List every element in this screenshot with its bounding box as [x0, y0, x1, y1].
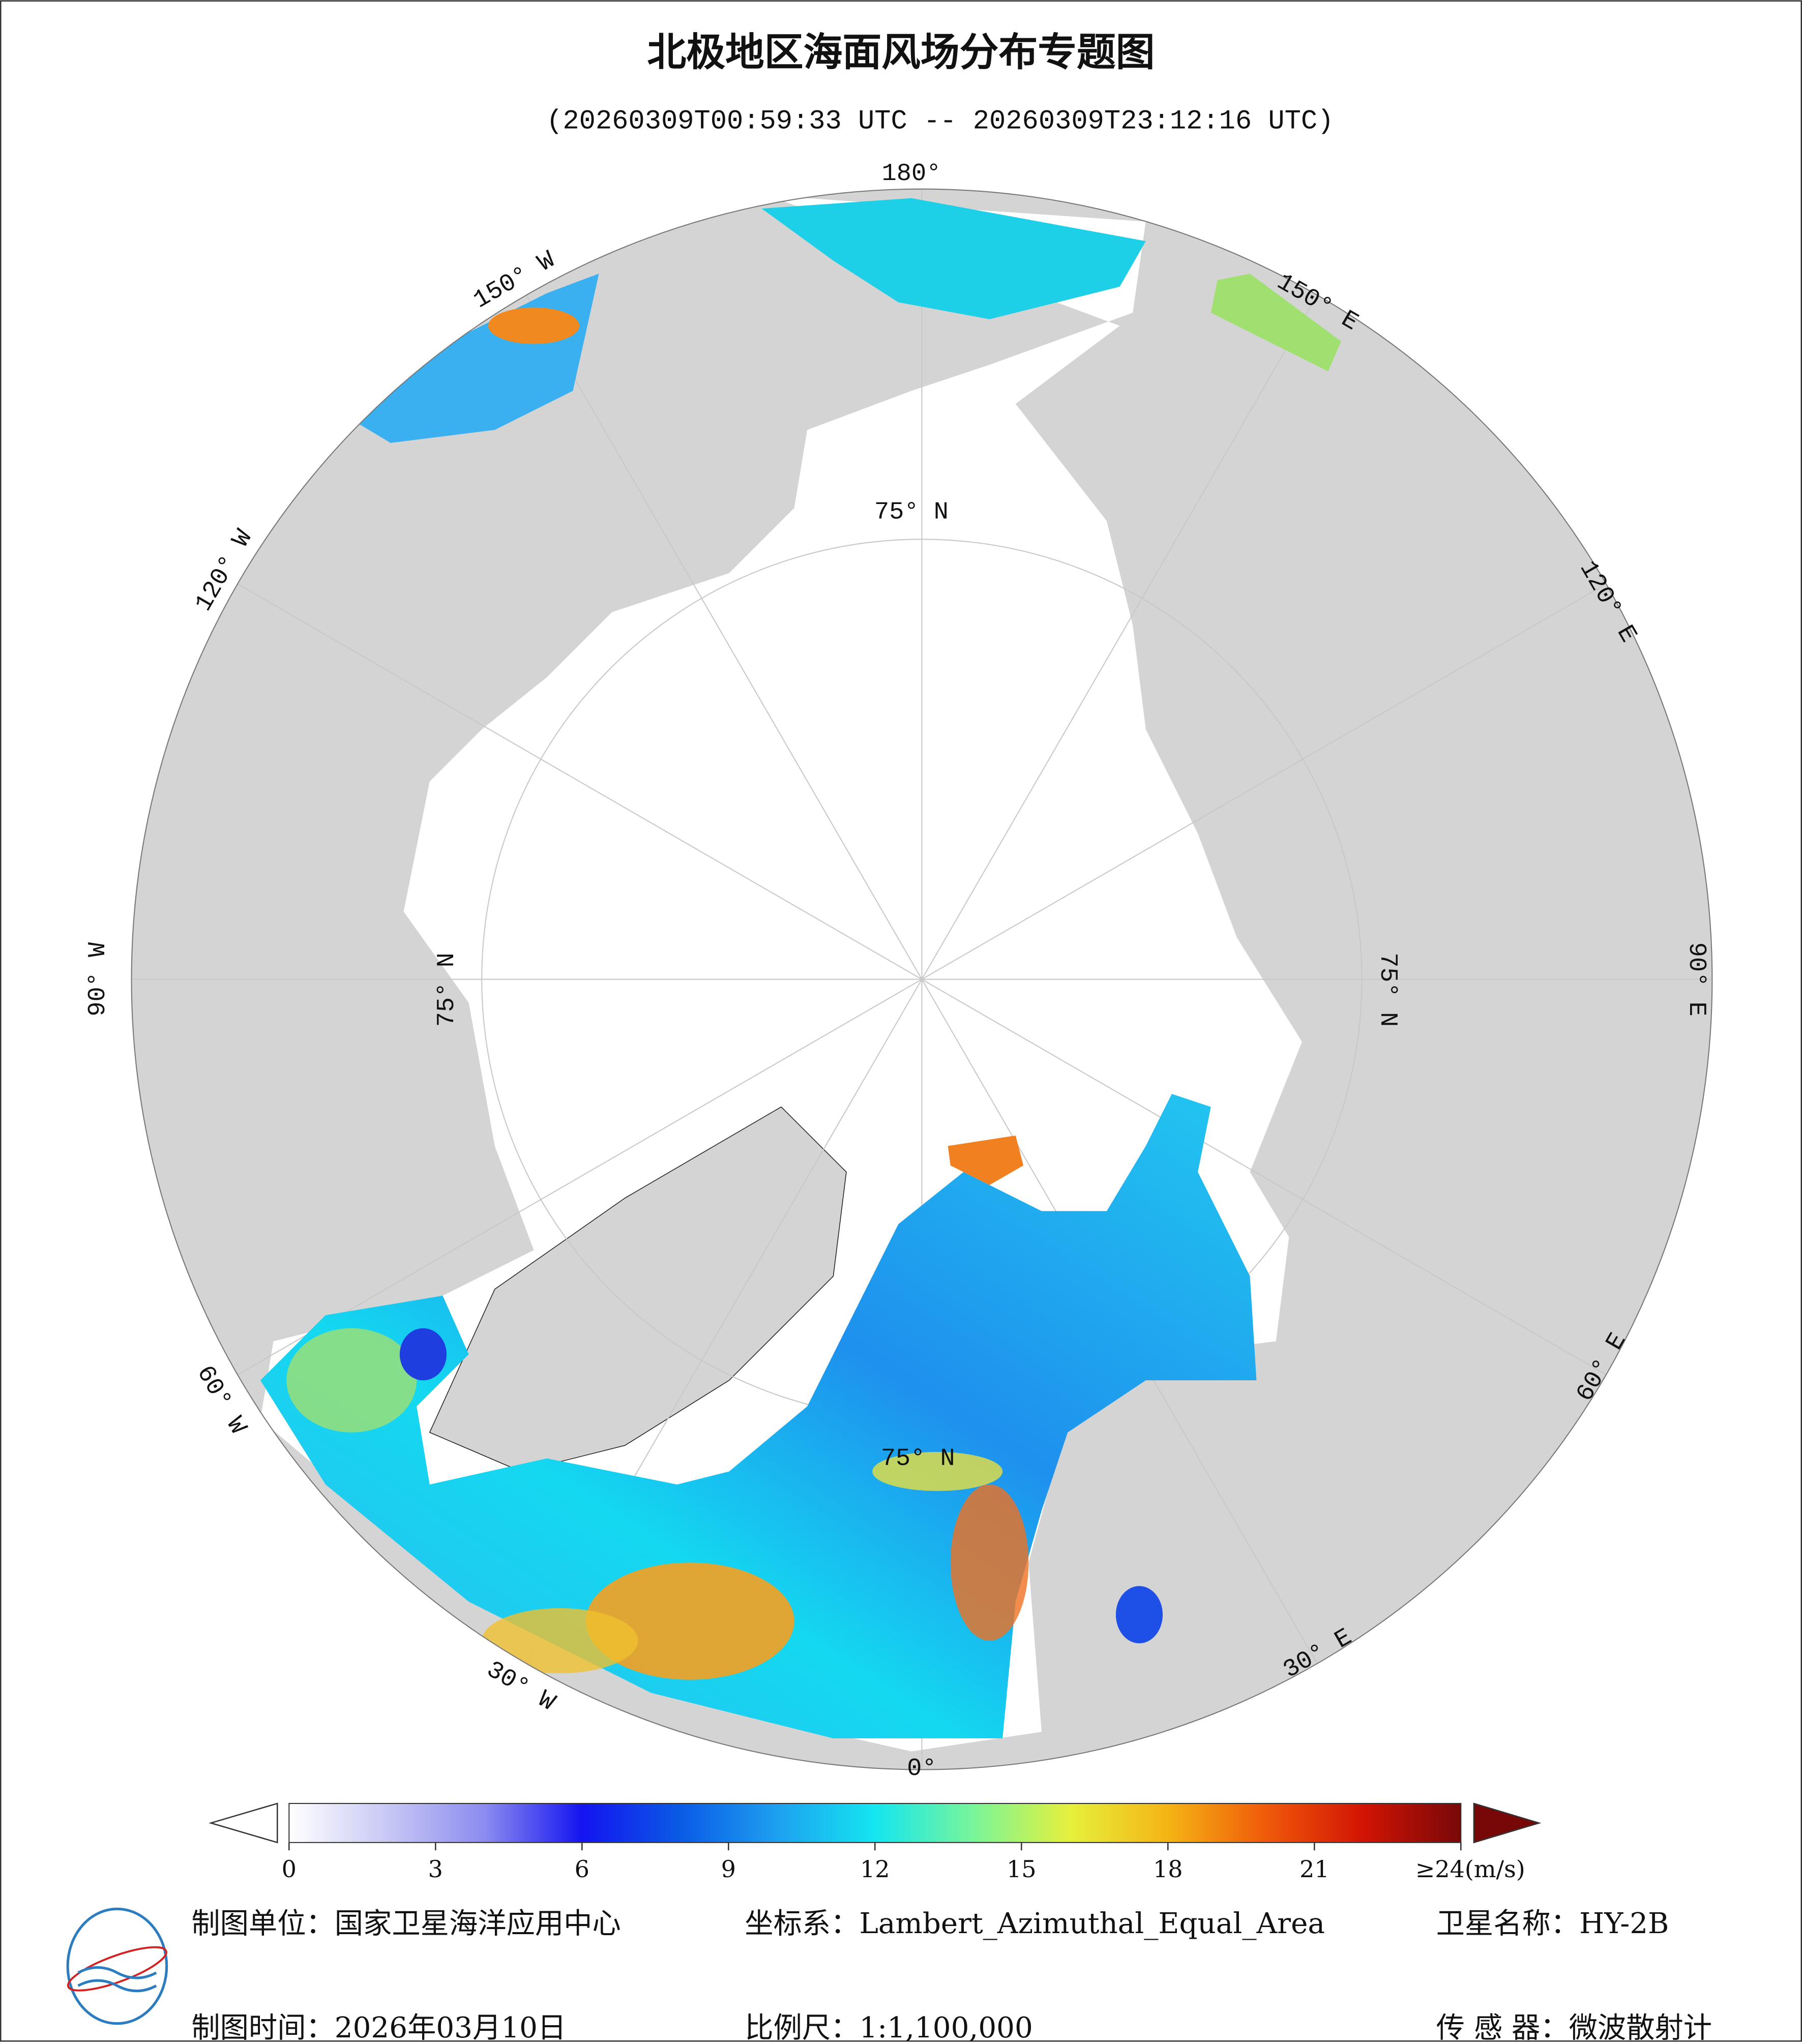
colorbar-max-arrow — [1473, 1802, 1542, 1844]
colorbar-min-arrow — [209, 1802, 278, 1844]
wind-field-high — [585, 1562, 794, 1680]
colorbar-tick-label: 3 — [428, 1855, 443, 1883]
footer-scale: 比例尺：1:1,100,000 — [745, 2011, 1033, 2042]
map-subtitle: (20260309T00:59:33 UTC -- 20260309T23:12… — [546, 106, 1334, 137]
wind-field-high — [482, 1608, 638, 1674]
footer-date: 制图时间：2026年03月10日 — [191, 2011, 566, 2042]
wind-field-svalbard — [948, 1135, 1024, 1186]
logo — [66, 1907, 168, 2025]
colorbar-tick-label: 15 — [1007, 1855, 1037, 1883]
map-title: 北极地区海面风场分布专题图 — [647, 30, 1155, 75]
wind-field-high — [488, 307, 580, 344]
footer-projection: 坐标系：Lambert_Azimuthal_Equal_Area — [745, 1907, 1325, 1940]
lat-label: 75° N — [881, 1444, 955, 1472]
wind-field-baltic — [1115, 1586, 1163, 1644]
colorbar-tick-label: 18 — [1153, 1855, 1183, 1883]
map-area — [131, 189, 1712, 1770]
colorbar-tick-label: 21 — [1299, 1855, 1330, 1883]
footer-unit: 制图单位：国家卫星海洋应用中心 — [191, 1907, 621, 1940]
map-border — [131, 188, 1713, 1770]
colorbar-tick-label: 6 — [575, 1855, 589, 1883]
wind-field-mid — [872, 1451, 1003, 1491]
wind-field-low — [399, 1328, 447, 1381]
lon-label: 0° — [907, 1755, 936, 1783]
lat-label: 75° N — [1374, 953, 1402, 1027]
colorbar-tick-label: 12 — [860, 1855, 890, 1883]
greenland — [429, 1106, 847, 1472]
footer-satellite: 卫星名称：HY-2B — [1436, 1907, 1669, 1940]
wind-field-mid — [286, 1328, 417, 1433]
lat-label: 75° N — [433, 953, 461, 1027]
wind-field-pacific — [1210, 274, 1341, 372]
colorbar-scale — [288, 1803, 1462, 1843]
lon-label: 90° W — [84, 942, 112, 1017]
wind-field-bering — [761, 198, 1146, 319]
colorbar: 0 3 6 9 12 15 18 21 ≥24(m/s) — [209, 1802, 1542, 1883]
wind-field-high — [950, 1484, 1029, 1641]
footer: 制图单位：国家卫星海洋应用中心 制图时间：2026年03月10日 坐标系：Lam… — [191, 1907, 1712, 2044]
colorbar-tick-label: ≥24(m/s) — [1415, 1855, 1525, 1883]
lat-label: 75° N — [874, 498, 949, 526]
colorbar-tick-label: 0 — [282, 1855, 297, 1883]
footer-sensor: 传 感 器：微波散射计 — [1436, 2011, 1712, 2042]
lon-label: 90° E — [1682, 942, 1710, 1017]
colorbar-tick-label: 9 — [721, 1855, 736, 1883]
lon-label: 180° — [882, 160, 941, 188]
